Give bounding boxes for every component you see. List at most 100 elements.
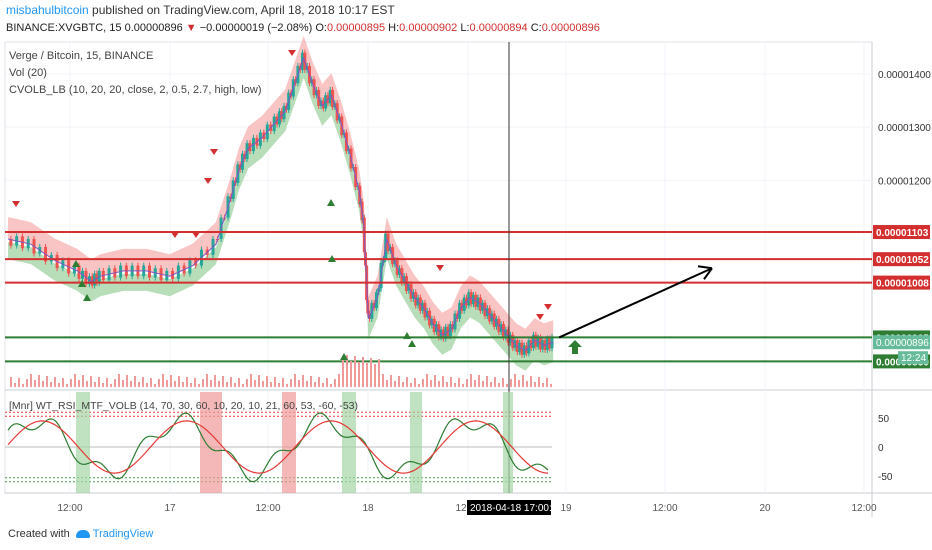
volume-bar bbox=[386, 380, 388, 387]
volume-bar bbox=[146, 383, 148, 387]
volume-bar bbox=[50, 382, 52, 387]
volume-bar bbox=[114, 379, 116, 387]
level-price-tag bbox=[873, 252, 930, 267]
volume-bar bbox=[534, 382, 536, 387]
volume-bar bbox=[322, 383, 324, 387]
buy-signal-icon bbox=[83, 294, 91, 301]
volume-bar bbox=[178, 376, 180, 387]
volume-bar bbox=[218, 381, 220, 387]
volume-bar bbox=[482, 381, 484, 387]
volume-bar bbox=[450, 377, 452, 387]
level-price-label: 0.00001052 bbox=[876, 255, 929, 266]
close-value: 0.00000896 bbox=[541, 22, 600, 34]
volume-bar bbox=[158, 379, 160, 387]
volume-bar bbox=[538, 377, 540, 387]
price-tick-label: 0.00001200 bbox=[878, 176, 931, 187]
volume-bar bbox=[314, 382, 316, 387]
time-tick-label: 19 bbox=[560, 503, 572, 514]
volume-bar bbox=[122, 380, 124, 387]
volume-bar bbox=[290, 379, 292, 387]
volume-bar bbox=[198, 384, 200, 387]
author-link[interactable]: misbahulbitcoin bbox=[6, 3, 89, 17]
volume-bar bbox=[442, 376, 444, 387]
volume-bar bbox=[362, 357, 364, 387]
volume-bar bbox=[358, 362, 360, 387]
volume-bar bbox=[478, 375, 480, 387]
tradingview-logo-icon bbox=[75, 530, 90, 539]
volume-bar bbox=[30, 374, 32, 387]
volume-bar bbox=[506, 384, 508, 387]
symbol-info: BINANCE:XVGBTC, 15 0.00000896 ▼ −0.00000… bbox=[6, 22, 600, 34]
volume-bar bbox=[226, 382, 228, 387]
osc-highlight-zone bbox=[410, 392, 422, 493]
volume-bar bbox=[374, 364, 376, 387]
volume-bar bbox=[470, 374, 472, 387]
time-tick-label: 17 bbox=[164, 503, 176, 514]
current-price-label: 0.00000896 bbox=[876, 338, 929, 349]
volume-bar bbox=[338, 374, 340, 387]
sell-signal-icon bbox=[544, 304, 552, 310]
volume-bar bbox=[382, 374, 384, 387]
volume-bar bbox=[186, 377, 188, 387]
volume-bar bbox=[334, 379, 336, 387]
time-tick-label: 12:00 bbox=[255, 503, 280, 514]
price-tick-label: 0.00001300 bbox=[878, 123, 931, 134]
volume-bar bbox=[214, 375, 216, 387]
buy-signal-icon bbox=[403, 332, 411, 339]
volume-bar bbox=[222, 376, 224, 387]
volume-bar bbox=[182, 382, 184, 387]
volume-bar bbox=[134, 376, 136, 387]
down-arrow-icon: ▼ bbox=[185, 22, 197, 34]
volume-bar bbox=[402, 382, 404, 387]
volume-bar bbox=[518, 380, 520, 387]
candle-body bbox=[9, 238, 13, 246]
volume-bar bbox=[510, 379, 512, 387]
price-change: −0.00000019 (−2.08%) bbox=[199, 22, 313, 34]
volume-bar bbox=[106, 378, 108, 387]
volume-bar bbox=[70, 379, 72, 387]
level-price-tag bbox=[873, 225, 930, 240]
forecast-arrow-head bbox=[697, 265, 713, 280]
volume-bar bbox=[234, 383, 236, 387]
time-tick-label: 18 bbox=[362, 503, 374, 514]
volume-bar bbox=[154, 384, 156, 387]
footer: Created with TradingView bbox=[8, 528, 153, 540]
crosshair-time-tag bbox=[467, 500, 551, 515]
volume-bar bbox=[302, 375, 304, 387]
volume-bar bbox=[542, 383, 544, 387]
volume-bar bbox=[22, 384, 24, 387]
volume-bar bbox=[550, 384, 552, 387]
low-value: 0.00000894 bbox=[469, 22, 528, 34]
volume-bar bbox=[498, 383, 500, 387]
level-price-label: 0.00001008 bbox=[876, 279, 929, 290]
volume-bar bbox=[458, 378, 460, 387]
volume-bar bbox=[494, 377, 496, 387]
moving-average-line bbox=[7, 56, 554, 352]
legend-volume: Vol (20) bbox=[9, 67, 47, 79]
volume-bar bbox=[426, 374, 428, 387]
volume-bar bbox=[398, 376, 400, 387]
tradingview-link[interactable]: TradingView bbox=[92, 528, 154, 540]
countdown-tag bbox=[898, 351, 928, 365]
volume-bar bbox=[266, 376, 268, 387]
volume-bar bbox=[430, 380, 432, 387]
volume-bar bbox=[18, 378, 20, 387]
volume-bar bbox=[258, 375, 260, 387]
volume-bar bbox=[370, 358, 372, 387]
volume-bar bbox=[142, 377, 144, 387]
volume-bar bbox=[394, 381, 396, 387]
volume-bar bbox=[466, 379, 468, 387]
volume-bar bbox=[262, 381, 264, 387]
volume-bar bbox=[422, 379, 424, 387]
volume-bar bbox=[526, 381, 528, 387]
volume-bar bbox=[490, 382, 492, 387]
osc-tick-label: 50 bbox=[878, 414, 890, 425]
open-label: O: bbox=[315, 22, 327, 34]
volume-bar bbox=[58, 383, 60, 387]
osc-highlight-zone bbox=[342, 392, 356, 493]
legend-cvolb: CVOLB_LB (10, 20, 20, close, 2, 0.5, 2.7… bbox=[9, 84, 262, 96]
high-value: 0.00000902 bbox=[399, 22, 458, 34]
buy-signal-icon bbox=[72, 260, 80, 267]
volume-bar bbox=[190, 383, 192, 387]
